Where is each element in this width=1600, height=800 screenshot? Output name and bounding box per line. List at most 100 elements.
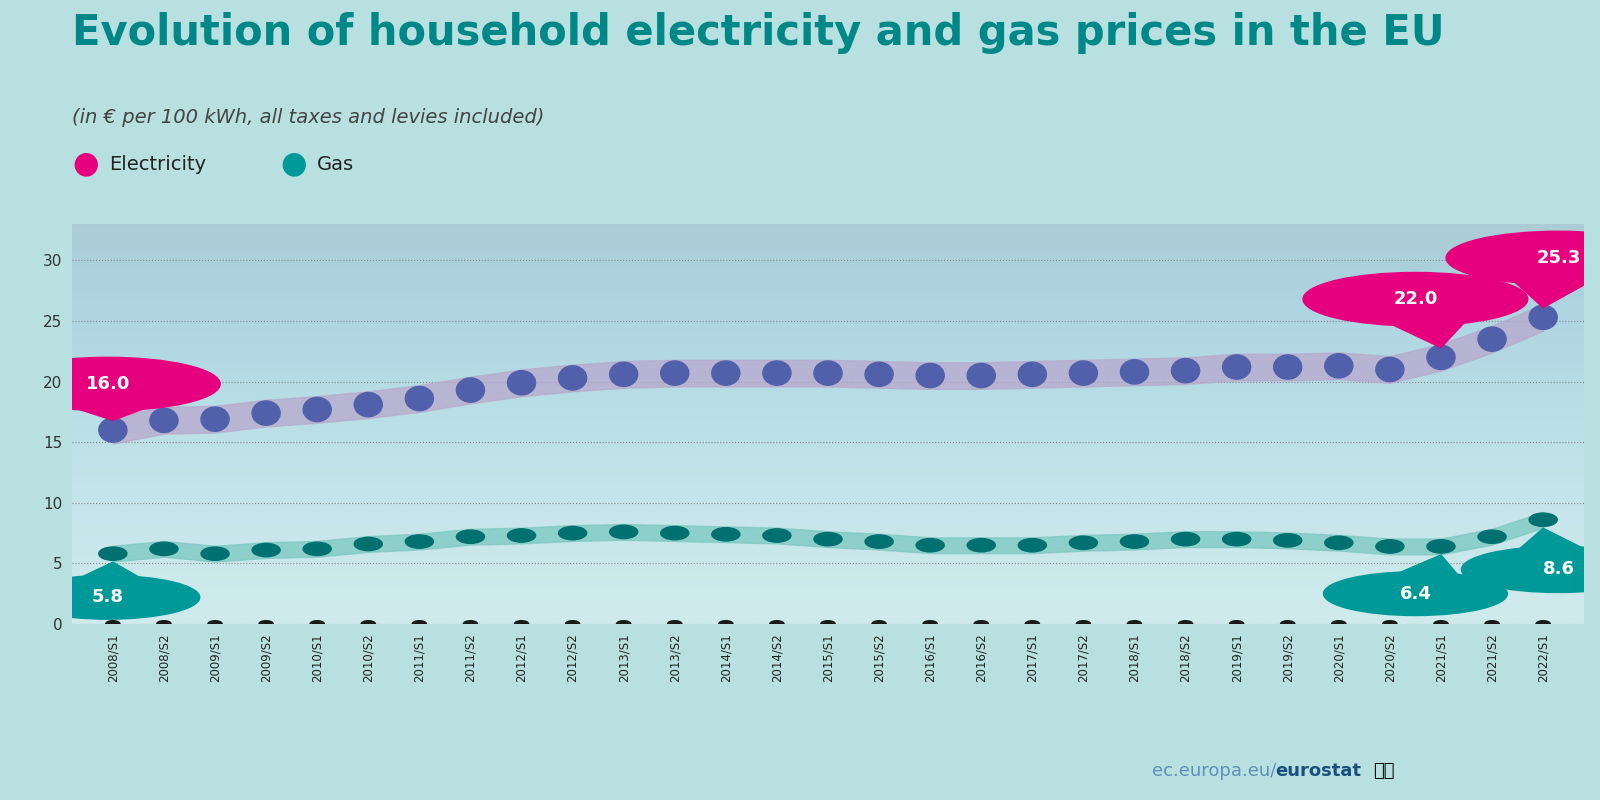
Ellipse shape [1120, 360, 1149, 384]
Ellipse shape [1229, 621, 1243, 627]
Ellipse shape [966, 538, 995, 552]
Ellipse shape [507, 529, 536, 542]
Ellipse shape [1325, 354, 1354, 378]
Ellipse shape [923, 621, 938, 627]
Text: 🇪🇺: 🇪🇺 [1373, 762, 1394, 780]
Ellipse shape [872, 621, 886, 627]
Text: 22.0: 22.0 [1394, 290, 1438, 308]
Ellipse shape [1222, 533, 1251, 546]
Ellipse shape [362, 621, 376, 627]
Text: 5.8: 5.8 [91, 588, 123, 606]
Ellipse shape [866, 535, 893, 548]
Ellipse shape [310, 621, 325, 627]
Text: ●: ● [72, 150, 99, 178]
Ellipse shape [1179, 621, 1192, 627]
Ellipse shape [514, 621, 528, 627]
Ellipse shape [464, 621, 477, 627]
Text: Electricity: Electricity [109, 154, 206, 174]
Ellipse shape [1536, 621, 1550, 627]
Ellipse shape [302, 542, 331, 555]
Ellipse shape [150, 408, 178, 433]
Ellipse shape [106, 621, 120, 627]
Ellipse shape [661, 361, 690, 386]
Ellipse shape [99, 418, 126, 442]
Ellipse shape [456, 530, 485, 543]
Ellipse shape [1325, 536, 1354, 550]
Ellipse shape [770, 621, 784, 627]
Ellipse shape [150, 542, 178, 555]
Polygon shape [1517, 528, 1586, 550]
Text: 25.3: 25.3 [1536, 249, 1581, 267]
Ellipse shape [1478, 327, 1506, 351]
Circle shape [16, 575, 200, 619]
Ellipse shape [763, 361, 790, 386]
Text: ec.europa.eu/: ec.europa.eu/ [1152, 762, 1277, 780]
Ellipse shape [616, 621, 630, 627]
Circle shape [1302, 273, 1528, 326]
Ellipse shape [1120, 535, 1149, 548]
Ellipse shape [917, 363, 944, 388]
Ellipse shape [253, 401, 280, 426]
Ellipse shape [718, 621, 733, 627]
Ellipse shape [974, 621, 989, 627]
Text: eurostat: eurostat [1275, 762, 1362, 780]
Circle shape [1323, 572, 1507, 615]
Ellipse shape [259, 621, 274, 627]
Ellipse shape [1478, 530, 1506, 543]
Ellipse shape [712, 528, 739, 541]
Ellipse shape [99, 547, 126, 560]
Ellipse shape [1376, 358, 1403, 382]
Ellipse shape [354, 393, 382, 417]
Ellipse shape [1077, 621, 1091, 627]
Text: Evolution of household electricity and gas prices in the EU: Evolution of household electricity and g… [72, 12, 1445, 54]
Ellipse shape [1274, 355, 1302, 379]
Ellipse shape [1069, 361, 1098, 386]
Text: (in € per 100 kWh, all taxes and levies included): (in € per 100 kWh, all taxes and levies … [72, 108, 544, 127]
Ellipse shape [814, 533, 842, 546]
Ellipse shape [405, 535, 434, 548]
Ellipse shape [1427, 346, 1454, 370]
Ellipse shape [1274, 534, 1302, 547]
Text: 6.4: 6.4 [1400, 585, 1432, 602]
Ellipse shape [1222, 355, 1251, 379]
Ellipse shape [1128, 621, 1142, 627]
Ellipse shape [712, 361, 739, 386]
Ellipse shape [405, 386, 434, 410]
Ellipse shape [413, 621, 427, 627]
Ellipse shape [661, 526, 690, 540]
Ellipse shape [866, 362, 893, 386]
Ellipse shape [966, 363, 995, 388]
Ellipse shape [558, 526, 587, 540]
Ellipse shape [456, 378, 485, 402]
Ellipse shape [1018, 538, 1046, 552]
Ellipse shape [1530, 513, 1557, 526]
Circle shape [0, 358, 221, 410]
Ellipse shape [821, 621, 835, 627]
Ellipse shape [157, 621, 171, 627]
Polygon shape [72, 406, 150, 420]
Ellipse shape [763, 529, 790, 542]
Ellipse shape [1485, 621, 1499, 627]
Ellipse shape [1171, 533, 1200, 546]
Text: 8.6: 8.6 [1542, 561, 1574, 578]
Ellipse shape [610, 526, 638, 538]
Ellipse shape [1427, 540, 1454, 553]
Ellipse shape [507, 370, 536, 395]
Ellipse shape [202, 407, 229, 431]
Ellipse shape [1331, 621, 1346, 627]
Ellipse shape [1069, 536, 1098, 550]
Polygon shape [1395, 555, 1459, 577]
Ellipse shape [1382, 621, 1397, 627]
Ellipse shape [1018, 362, 1046, 386]
Ellipse shape [565, 621, 579, 627]
Polygon shape [1389, 321, 1466, 348]
Ellipse shape [302, 398, 331, 422]
Text: ●: ● [280, 150, 307, 178]
Polygon shape [1512, 280, 1590, 308]
Ellipse shape [1171, 358, 1200, 382]
Circle shape [1461, 546, 1600, 593]
Ellipse shape [1026, 621, 1040, 627]
Circle shape [1446, 231, 1600, 285]
Ellipse shape [1530, 306, 1557, 330]
Ellipse shape [253, 543, 280, 557]
